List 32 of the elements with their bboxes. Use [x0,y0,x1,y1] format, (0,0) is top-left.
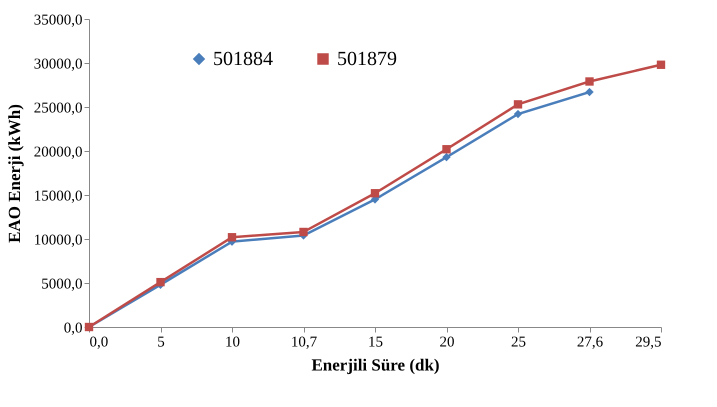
point [585,77,594,86]
x-tick-label: 10,7 [290,334,318,350]
point [442,152,451,162]
x-tick-label: 25 [511,334,526,350]
point [656,60,666,69]
x-tick-label: 10 [225,334,240,350]
y-tick-label: 20000,0 [34,144,82,160]
point [585,88,594,96]
point [228,233,236,242]
point [156,278,165,286]
y-tick-label: 0,0 [64,320,82,336]
legend-label: 501884 [213,48,273,70]
y-tick-label: 35000,0 [34,12,82,28]
y-tick-label: 10000,0 [34,232,82,248]
point [299,228,308,236]
y-tick-label: 5000,0 [41,276,82,292]
legend-label: 501879 [337,48,397,70]
y-tick-label: 30000,0 [34,56,82,72]
point [442,145,451,154]
x-tick-label: 20 [440,334,454,350]
y-axis-title: EAO Enerji (kWh) [4,104,24,243]
x-tick-label: 29,5 [635,334,662,350]
y-tick-label: 15000,0 [34,188,82,204]
y-tick-label: 25000,0 [34,100,82,116]
x-tick-label: 27,6 [576,334,604,350]
x-axis-title: Enerjili Süre (dk) [311,356,440,374]
x-tick-label: 0,0 [90,334,108,350]
point [514,110,522,118]
point [370,189,380,198]
point [514,100,522,109]
x-tick-label: 5 [157,334,165,350]
x-tick-label: 15 [368,334,383,350]
